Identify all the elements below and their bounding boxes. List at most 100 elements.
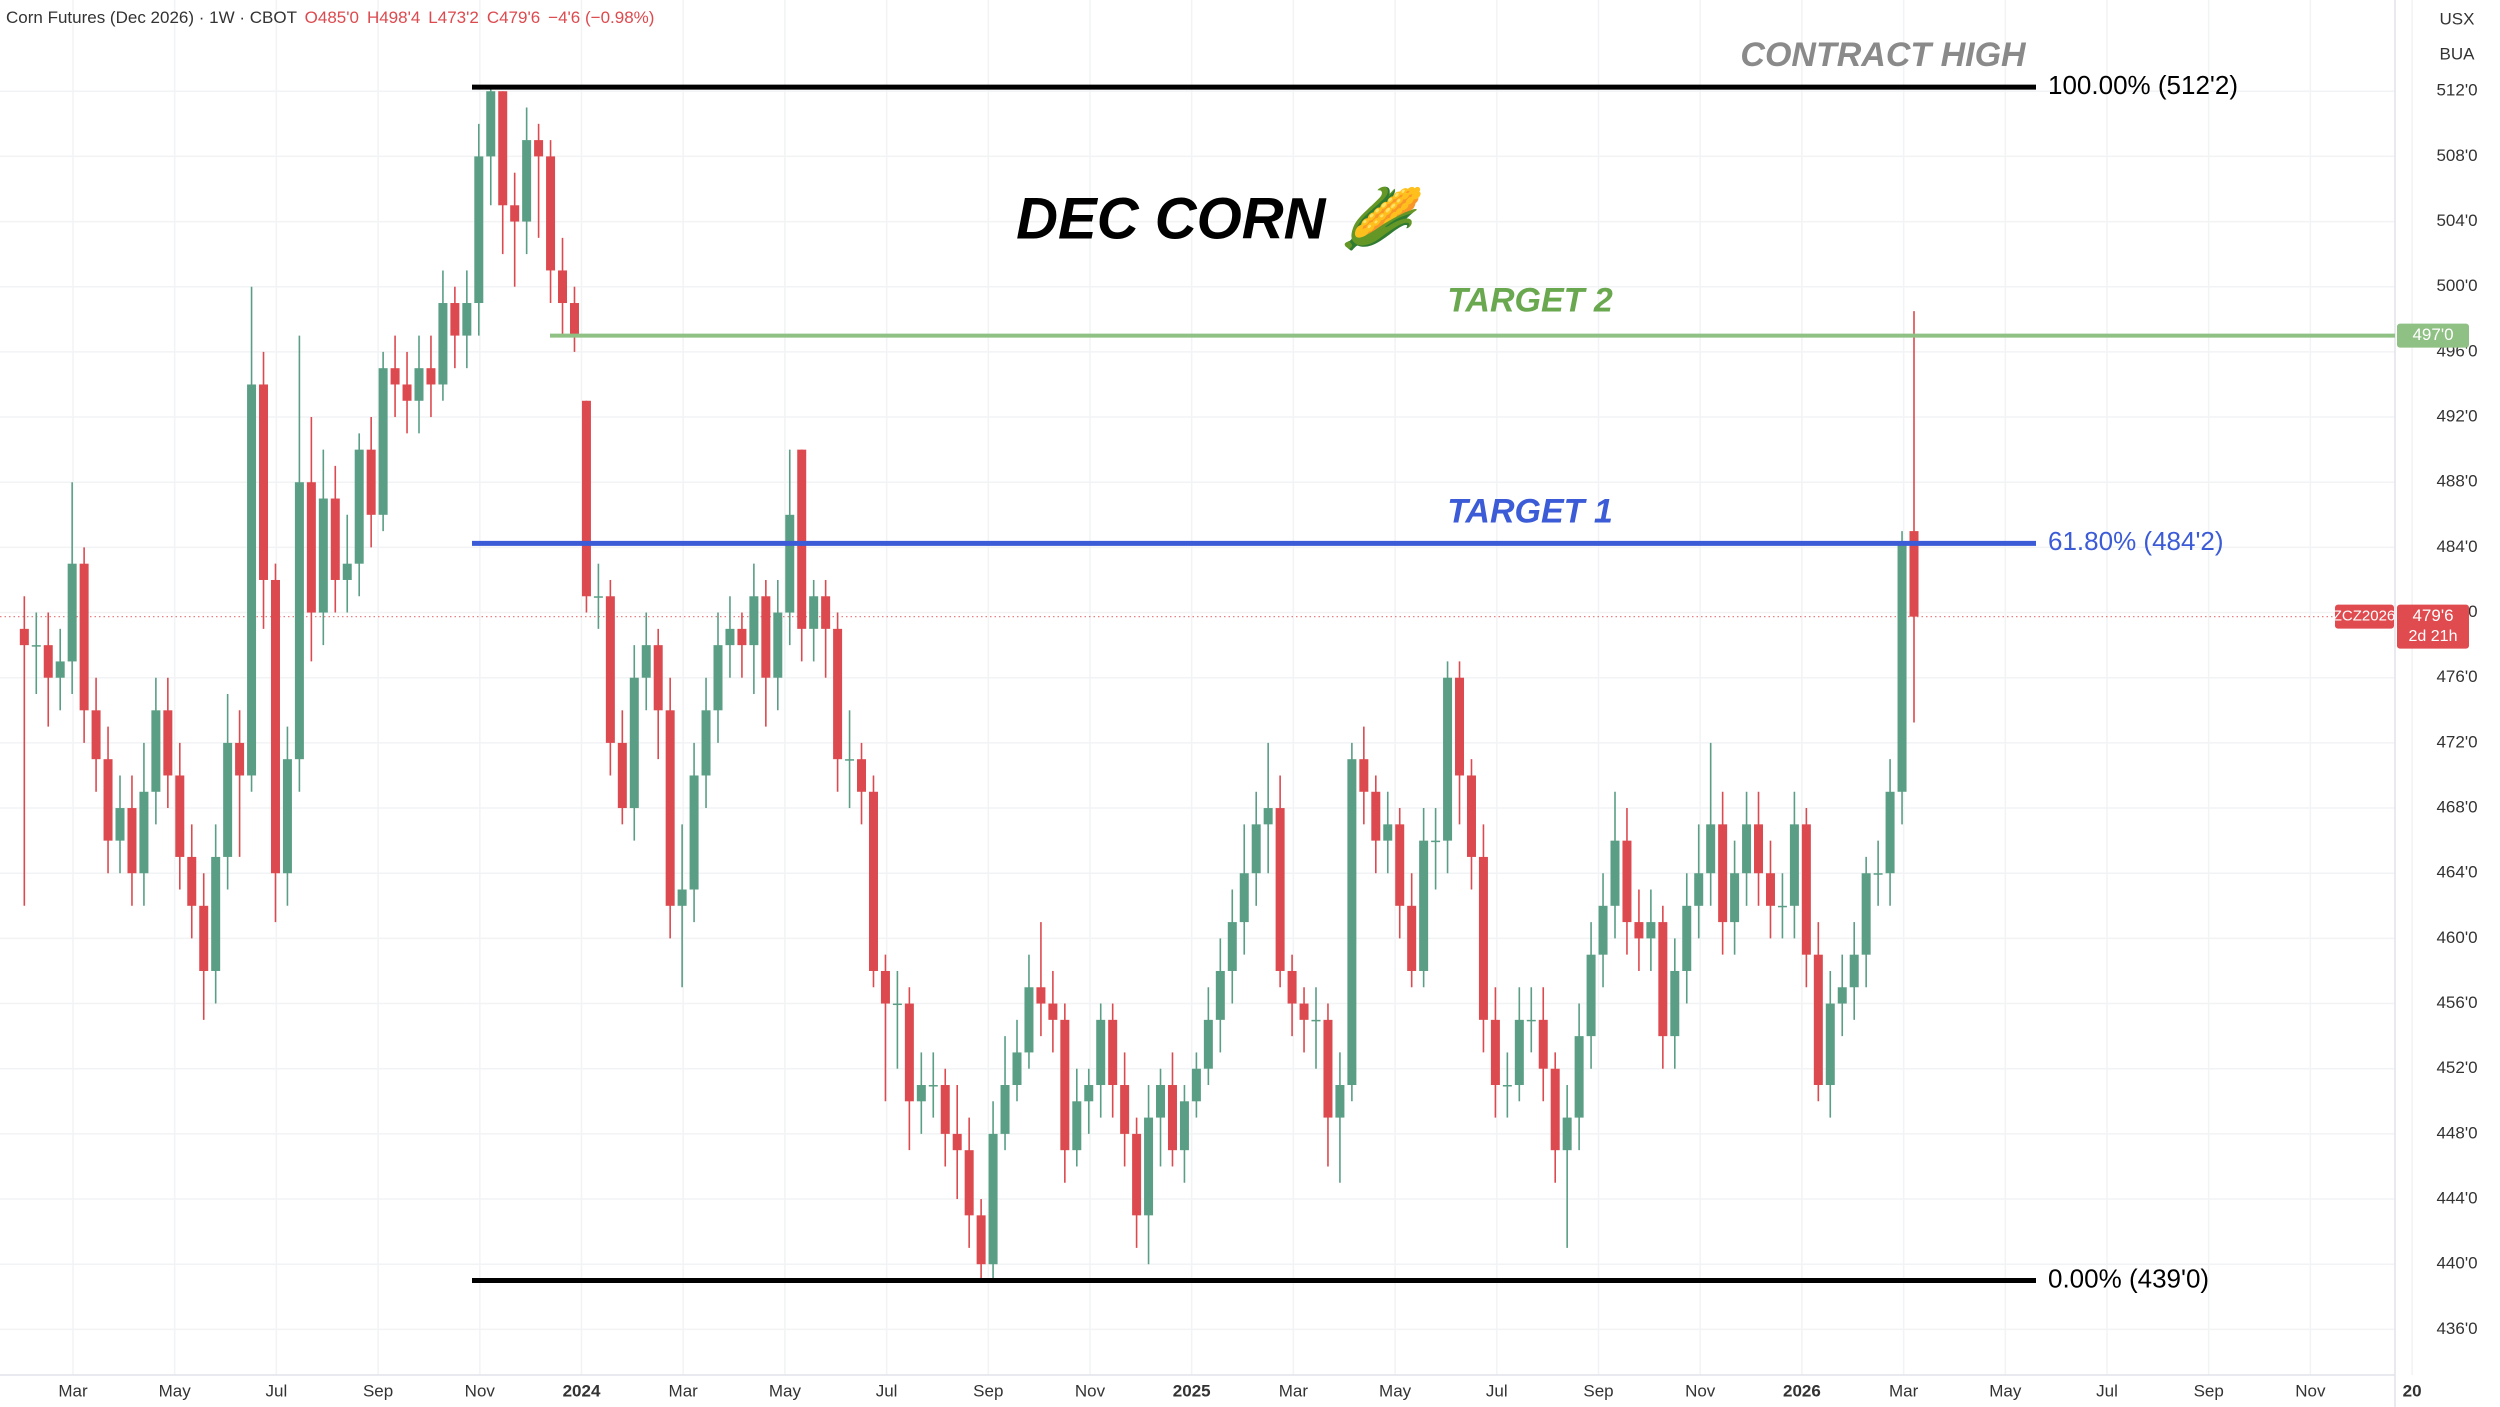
candle-body bbox=[1754, 824, 1764, 874]
candle-body bbox=[1311, 1019, 1321, 1022]
candle-body bbox=[617, 742, 627, 809]
candle-body bbox=[282, 759, 292, 874]
candle-body bbox=[1371, 791, 1381, 841]
x-tick-label: May bbox=[159, 1381, 192, 1400]
target-price-badge bbox=[2397, 323, 2469, 348]
candle-body bbox=[1383, 824, 1393, 841]
y-tick-label: 444'0 bbox=[2436, 1189, 2477, 1208]
candle-body bbox=[1574, 1036, 1584, 1118]
candle-body bbox=[1466, 775, 1476, 857]
candle-body bbox=[270, 579, 280, 874]
candle-body bbox=[1646, 922, 1656, 939]
candle-body bbox=[139, 791, 149, 874]
y-tick-label: 500'0 bbox=[2436, 276, 2477, 295]
candle-body bbox=[223, 742, 233, 857]
candle-body bbox=[1514, 1019, 1524, 1086]
x-tick-label: Nov bbox=[2295, 1381, 2326, 1400]
candle-body bbox=[1407, 905, 1417, 971]
y-tick-label: 440'0 bbox=[2436, 1254, 2477, 1273]
candle-body bbox=[91, 710, 101, 760]
x-tick-label: 2025 bbox=[1173, 1381, 1211, 1400]
candle-body bbox=[558, 270, 568, 304]
legend-high: H498'4 bbox=[367, 8, 420, 27]
candle-body bbox=[1036, 987, 1046, 1004]
candle-body bbox=[1156, 1085, 1166, 1118]
grid bbox=[0, 0, 2413, 1375]
candle-body bbox=[1179, 1101, 1189, 1151]
candle-body bbox=[127, 808, 137, 874]
y-tick-label: 472'0 bbox=[2436, 732, 2477, 751]
candle-body bbox=[1144, 1117, 1154, 1216]
y-tick-label: 508'0 bbox=[2436, 146, 2477, 165]
candle-body bbox=[1431, 840, 1441, 843]
candle-body bbox=[402, 384, 412, 401]
candle-body bbox=[1239, 873, 1249, 923]
candle-body bbox=[964, 1150, 974, 1216]
candle-body bbox=[259, 384, 269, 580]
x-tick-label: May bbox=[769, 1381, 802, 1400]
candle-body bbox=[1873, 873, 1883, 875]
candle-body bbox=[1227, 922, 1237, 971]
candle-body bbox=[976, 1215, 986, 1265]
y-tick-label: 512'0 bbox=[2436, 81, 2477, 100]
candle-body bbox=[1777, 905, 1787, 908]
candle-body bbox=[1730, 873, 1740, 923]
candle-body bbox=[1885, 791, 1895, 874]
candle-body bbox=[1108, 1019, 1118, 1086]
candle-body bbox=[773, 612, 783, 678]
candle-body bbox=[1048, 1003, 1058, 1020]
candle-body bbox=[1610, 840, 1620, 906]
y-tick-label: 492'0 bbox=[2436, 407, 2477, 426]
candle-body bbox=[1335, 1085, 1345, 1118]
unit-label: USX bbox=[2440, 9, 2475, 28]
candle-body bbox=[1765, 873, 1775, 906]
x-tick-label: May bbox=[1989, 1381, 2022, 1400]
y-tick-label: 448'0 bbox=[2436, 1123, 2477, 1142]
candle-body bbox=[569, 303, 579, 336]
candle-body bbox=[1801, 824, 1811, 955]
candle-body bbox=[629, 677, 639, 809]
candle-body bbox=[1837, 987, 1847, 1004]
legend-close: C479'6 bbox=[487, 8, 540, 27]
candle-body bbox=[1742, 824, 1752, 874]
candle-body bbox=[821, 596, 831, 629]
legend-change: −4'6 (−0.98%) bbox=[548, 8, 654, 27]
candle-body bbox=[1132, 1133, 1142, 1216]
candle-body bbox=[1072, 1101, 1082, 1151]
candle-body bbox=[1909, 531, 1919, 617]
candle-body bbox=[1347, 759, 1357, 1086]
candle-body bbox=[1598, 905, 1608, 955]
candle-body bbox=[737, 628, 747, 646]
candle-body bbox=[342, 563, 352, 580]
unit-label: BUA bbox=[2440, 44, 2476, 63]
candle-body bbox=[1215, 970, 1225, 1020]
candle-body bbox=[522, 140, 532, 222]
candle-body bbox=[713, 645, 723, 711]
last-price-label: 479'6 bbox=[2412, 606, 2453, 625]
candle-body bbox=[1813, 954, 1823, 1086]
candle-body bbox=[1359, 759, 1369, 792]
candle-body bbox=[857, 759, 867, 792]
candle-body bbox=[1634, 922, 1644, 939]
candle-body bbox=[103, 759, 113, 841]
candle-body bbox=[1490, 1019, 1500, 1086]
candle-body bbox=[474, 156, 484, 304]
x-tick-label: 2026 bbox=[1783, 1381, 1821, 1400]
candle-body bbox=[785, 514, 795, 613]
candle-body bbox=[1622, 840, 1632, 923]
level-annotation: TARGET 1 bbox=[1447, 492, 1613, 530]
target-annotation: TARGET 2 bbox=[1447, 282, 1613, 320]
candle-body bbox=[677, 889, 687, 906]
plot bbox=[19, 87, 1919, 1281]
x-tick-label: Mar bbox=[58, 1381, 88, 1400]
candle-body bbox=[79, 563, 89, 711]
candle-body bbox=[534, 140, 544, 157]
candle-body bbox=[701, 710, 711, 776]
candle-body bbox=[235, 742, 245, 776]
candle-body bbox=[1263, 808, 1273, 825]
y-tick-label: 460'0 bbox=[2436, 928, 2477, 947]
candle-body bbox=[67, 563, 77, 662]
x-tick-label: Sep bbox=[2194, 1381, 2224, 1400]
candle-body bbox=[1897, 543, 1907, 792]
